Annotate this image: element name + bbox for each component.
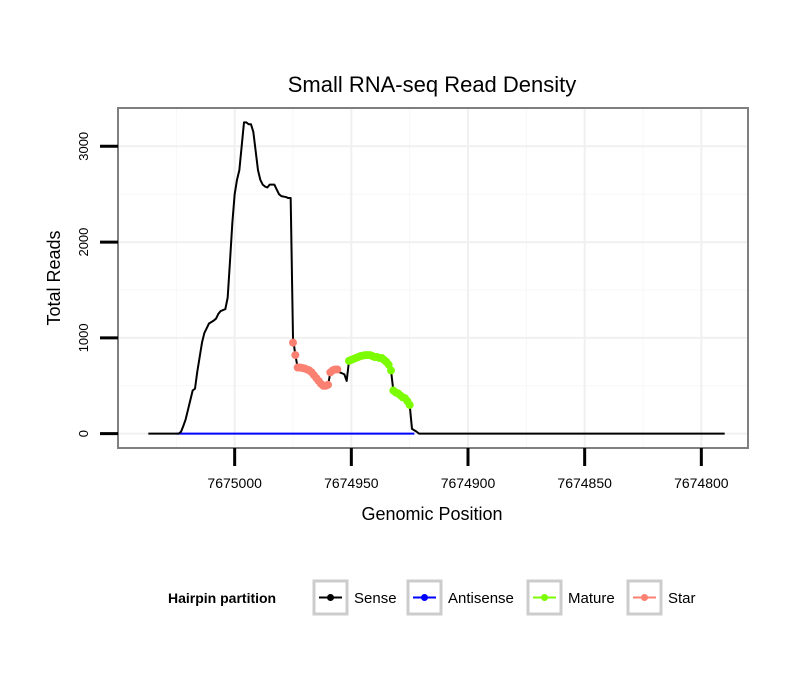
legend-key-point [641, 594, 648, 601]
legend-entry-mature: Mature [526, 579, 615, 616]
legend-entry-antisense: Antisense [406, 579, 514, 616]
series-points-star [289, 338, 342, 390]
x-axis-label: Genomic Position [361, 504, 502, 524]
x-tick-label: 7674950 [324, 475, 379, 491]
x-tick-label: 7674850 [557, 475, 612, 491]
y-tick-label: 1000 [76, 323, 91, 352]
y-axis-label: Total Reads [44, 230, 64, 325]
data-point-star [289, 338, 297, 347]
data-point-star [291, 351, 300, 360]
legend-label: Mature [568, 590, 615, 607]
x-tick-label: 7675000 [207, 475, 262, 491]
series-points-mature [345, 351, 414, 409]
x-tick-label: 7674900 [441, 475, 496, 491]
legend-label: Sense [354, 590, 397, 607]
x-tick-label: 7674800 [674, 475, 729, 491]
legend-entry-sense: Sense [312, 579, 397, 616]
legend-entry-star: Star [626, 579, 696, 616]
legend-key-point [421, 594, 428, 601]
series-layer [148, 121, 725, 435]
y-tick-label: 3000 [76, 132, 91, 161]
y-axis: 0 1000 2000 3000 [76, 132, 118, 437]
y-tick-label: 2000 [76, 228, 91, 257]
legend-key-point [541, 594, 548, 601]
legend-label: Star [668, 590, 696, 607]
y-tick-label: 0 [76, 430, 91, 437]
legend: Hairpin partition Sense Antisense Mature St… [168, 579, 696, 616]
data-point-star [324, 380, 332, 389]
plot-border [117, 107, 749, 449]
plot-background [118, 108, 748, 448]
chart-title: Small RNA-seq Read Density [288, 72, 577, 97]
data-point-mature [387, 366, 395, 375]
legend-key-point [327, 594, 334, 601]
data-point-mature [405, 400, 414, 409]
legend-title: Hairpin partition [168, 590, 276, 606]
x-axis: 7675000 7674950 7674900 7674850 7674800 [207, 448, 729, 491]
data-point-star [333, 365, 342, 374]
legend-label: Antisense [448, 590, 514, 607]
